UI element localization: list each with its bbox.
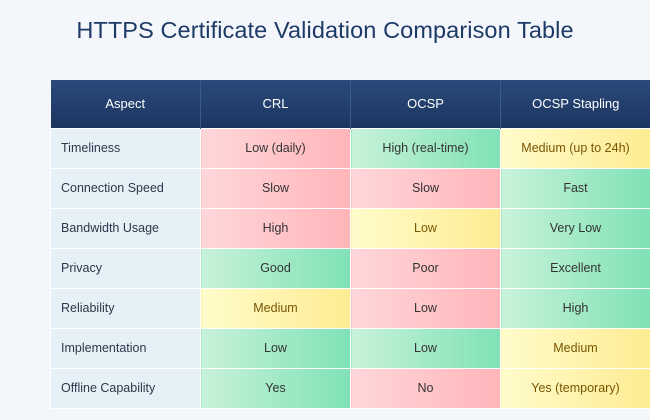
table-row: Reliability Medium Low High	[50, 287, 650, 329]
table-row: Connection Speed Slow Slow Fast	[50, 167, 650, 209]
table-cell: Low (daily)	[200, 127, 351, 169]
table-row: Timeliness Low (daily) High (real-time) …	[50, 127, 650, 169]
table-row: Offline Capability Yes No Yes (temporary…	[50, 367, 650, 409]
table-row: Privacy Good Poor Excellent	[50, 247, 650, 289]
table-cell: Medium	[200, 287, 351, 329]
table-cell: Fast	[500, 167, 650, 209]
table-cell: High	[500, 287, 650, 329]
row-label: Timeliness	[50, 127, 201, 169]
table-cell: Medium	[500, 327, 650, 369]
table-cell: Yes	[200, 367, 351, 409]
table-cell: Slow	[350, 167, 501, 209]
table-row: Bandwidth Usage High Low Very Low	[50, 207, 650, 249]
comparison-table: Aspect CRL OCSP OCSP Stapling Timeliness…	[50, 80, 650, 409]
table-cell: Excellent	[500, 247, 650, 289]
table-cell: Low	[350, 327, 501, 369]
row-label: Offline Capability	[50, 367, 201, 409]
row-label: Bandwidth Usage	[50, 207, 201, 249]
page-title: HTTPS Certificate Validation Comparison …	[76, 17, 574, 43]
table-cell: Very Low	[500, 207, 650, 249]
row-label: Reliability	[50, 287, 201, 329]
table-cell: High (real-time)	[350, 127, 501, 169]
row-label: Implementation	[50, 327, 201, 369]
table-cell: Low	[350, 207, 501, 249]
table-cell: High	[200, 207, 351, 249]
table-cell: Low	[200, 327, 351, 369]
table-cell: Medium (up to 24h)	[500, 127, 650, 169]
table-cell: Yes (temporary)	[500, 367, 650, 409]
row-label: Connection Speed	[50, 167, 201, 209]
row-label: Privacy	[50, 247, 201, 289]
table-header-row: Aspect CRL OCSP OCSP Stapling	[50, 80, 650, 128]
table-cell: No	[350, 367, 501, 409]
column-header-ocsp: OCSP	[350, 80, 501, 128]
table-cell: Poor	[350, 247, 501, 289]
table-cell: Good	[200, 247, 351, 289]
table-cell: Slow	[200, 167, 351, 209]
column-header-ocsp-stapling: OCSP Stapling	[500, 80, 650, 128]
table-cell: Low	[350, 287, 501, 329]
table-row: Implementation Low Low Medium	[50, 327, 650, 369]
column-header-aspect: Aspect	[50, 80, 201, 128]
column-header-crl: CRL	[200, 80, 351, 128]
